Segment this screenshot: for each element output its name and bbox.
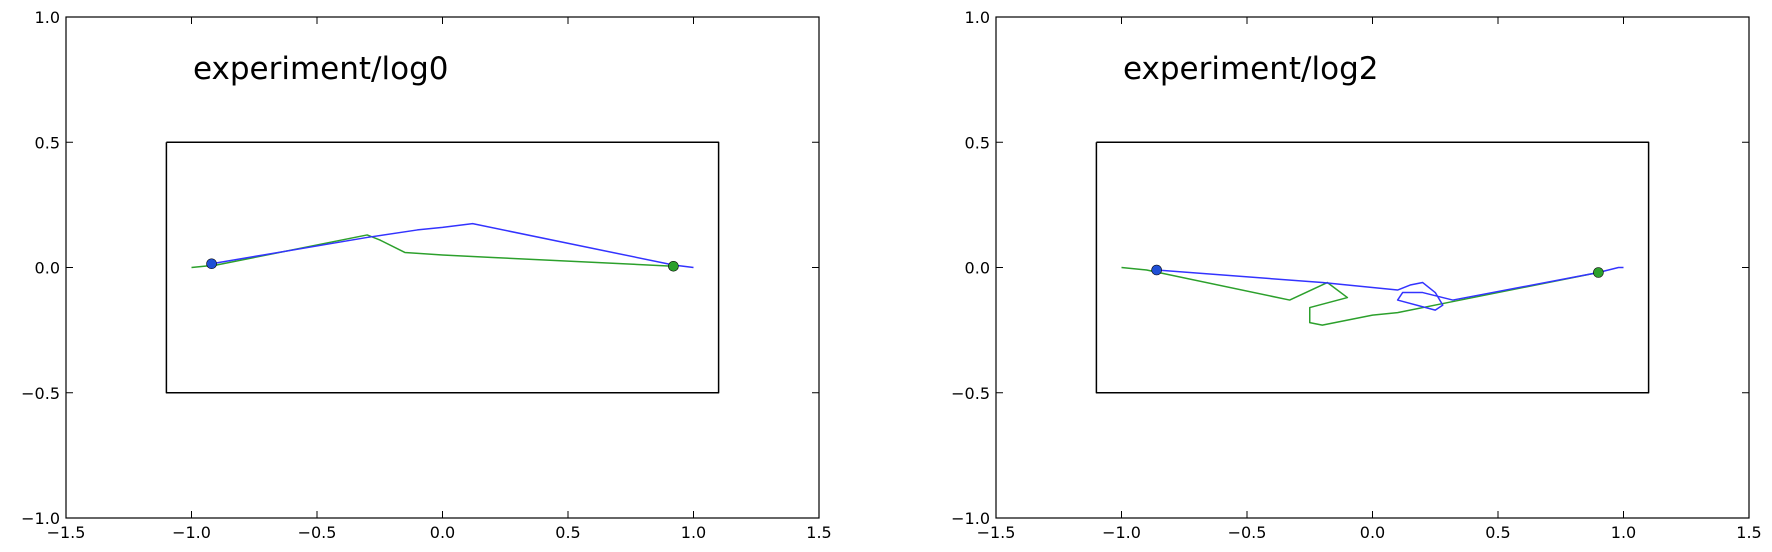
x-tick-label: −1.0	[1102, 523, 1141, 542]
series-line	[1156, 266, 1624, 311]
y-tick-label: 1.0	[965, 8, 990, 27]
axes-frame	[65, 16, 820, 519]
x-tick-label: −1.5	[977, 523, 1016, 542]
y-tick-label: 0.5	[35, 133, 60, 152]
y-tick-label: −0.5	[951, 384, 990, 403]
x-tick-label: −0.5	[1228, 523, 1267, 542]
y-tick-label: 0.5	[965, 133, 990, 152]
x-tick-label: 0.5	[1485, 523, 1510, 542]
x-tick-label: 1.5	[1736, 523, 1761, 542]
chart-title: experiment/log2	[1123, 51, 1378, 87]
y-tick-label: −1.0	[951, 509, 990, 528]
chart-title: experiment/log0	[193, 51, 448, 87]
y-tick-label: 0.0	[35, 259, 60, 278]
point-marker	[668, 260, 679, 272]
x-tick-label: 0.5	[555, 523, 580, 542]
x-tick-label: −0.5	[298, 523, 337, 542]
series-line	[165, 141, 720, 394]
x-tick-label: 1.0	[681, 523, 706, 542]
point-marker	[206, 258, 217, 270]
y-tick-label: 0.0	[965, 259, 990, 278]
x-tick-label: −1.0	[172, 523, 211, 542]
y-tick-label: −1.0	[21, 509, 60, 528]
series-line	[1095, 141, 1650, 394]
x-tick-label: 0.0	[1360, 523, 1385, 542]
x-tick-label: −1.5	[47, 523, 86, 542]
axes-frame	[995, 16, 1750, 519]
series-line	[191, 234, 674, 269]
series-line	[211, 222, 694, 269]
series-line	[1121, 266, 1599, 326]
y-tick-label: 1.0	[35, 8, 60, 27]
y-tick-label: −0.5	[21, 384, 60, 403]
x-tick-label: 0.0	[430, 523, 455, 542]
point-marker	[1151, 264, 1162, 276]
x-tick-label: 1.5	[806, 523, 831, 542]
x-tick-label: 1.0	[1611, 523, 1636, 542]
point-marker	[1593, 267, 1604, 278]
